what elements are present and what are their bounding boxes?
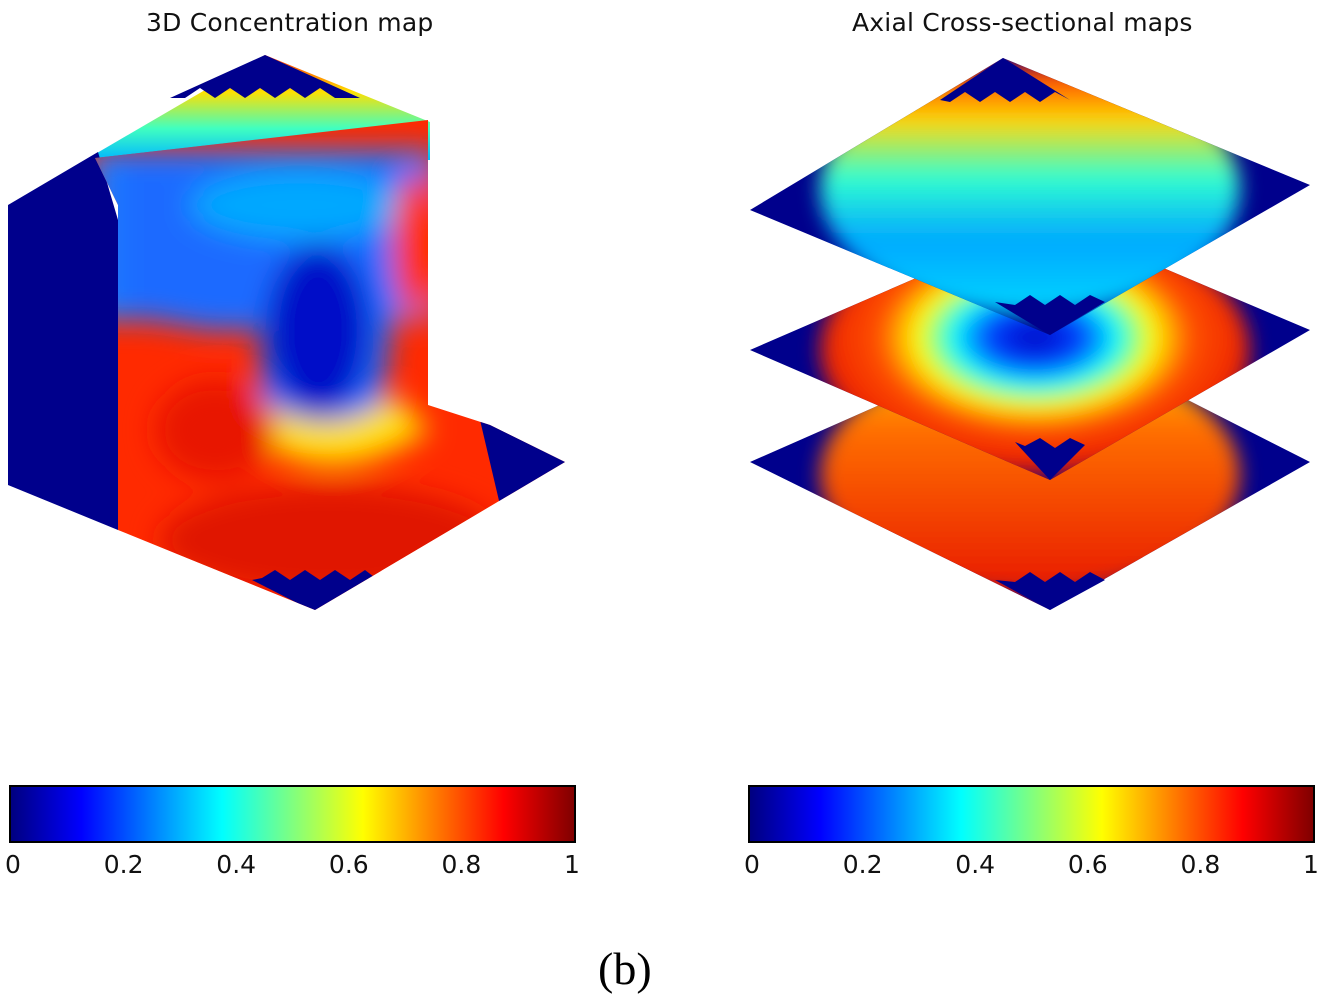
- colorbar-tick-label: 0.4: [216, 850, 257, 879]
- colorbar-tick-label: 0.4: [955, 850, 996, 879]
- left-panel-title: 3D Concentration map: [146, 8, 434, 37]
- colorbar-tick-label: 0.6: [328, 850, 369, 879]
- cube-left-face: [8, 152, 118, 530]
- colorbar-tick-label: 0.2: [842, 850, 883, 879]
- cube-3d-map: [8, 55, 565, 610]
- right-colorbar: [748, 785, 1315, 843]
- left-colorbar: [9, 785, 576, 843]
- colorbar-tick-label: 0.6: [1067, 850, 1108, 879]
- colorbar-tick-label: 1: [1303, 850, 1319, 879]
- colorbar-tick-label: 0: [744, 850, 760, 879]
- axial-slices-map: [750, 58, 1310, 610]
- axial-slice-top: [750, 58, 1310, 335]
- right-panel-title: Axial Cross-sectional maps: [852, 8, 1193, 37]
- colorbar-tick-label: 0.8: [441, 850, 482, 879]
- cube-front-face: [95, 120, 565, 610]
- concentration-maps-figure: [8, 55, 1310, 610]
- figure-caption: (b): [598, 943, 652, 994]
- colorbar-tick-label: 0.8: [1180, 850, 1221, 879]
- axial-slice-middle: [750, 220, 1310, 480]
- colorbar-tick-label: 1: [564, 850, 580, 879]
- colorbar-tick-label: 0: [5, 850, 21, 879]
- colorbar-tick-label: 0.2: [103, 850, 144, 879]
